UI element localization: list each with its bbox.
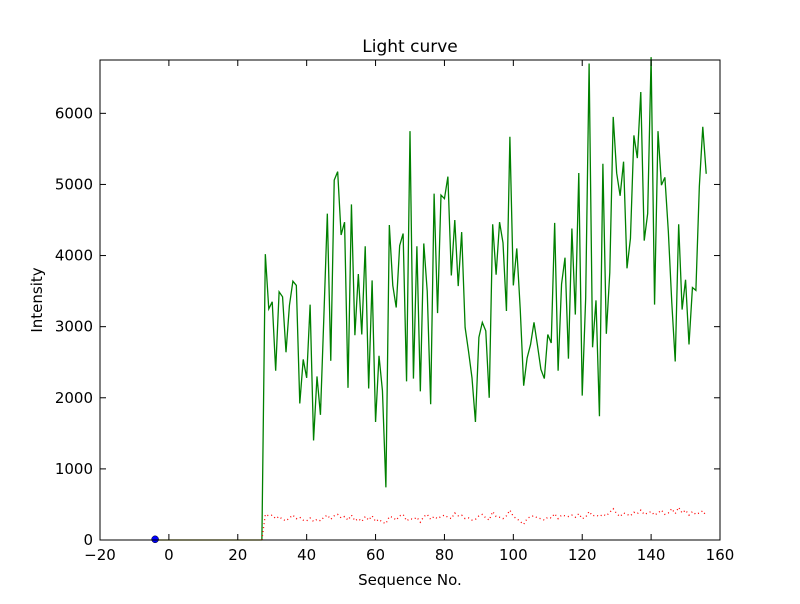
series-line-2 — [261, 505, 707, 541]
x-tick-label: 120 — [568, 546, 597, 564]
plot-frame — [99, 59, 721, 541]
y-tick-label: 1000 — [55, 460, 93, 478]
x-tick-label: 100 — [499, 546, 528, 564]
x-tick-label: 160 — [706, 546, 735, 564]
y-tick-label: 2000 — [55, 389, 93, 407]
x-axis-label: Sequence No. — [358, 571, 462, 589]
y-tick-label: 5000 — [55, 175, 93, 193]
x-tick-label: 80 — [435, 546, 454, 564]
y-tick-label: 3000 — [55, 318, 93, 336]
chart-title: Light curve — [362, 37, 457, 57]
x-tick-label: 0 — [164, 546, 174, 564]
x-tick-label: 140 — [637, 546, 666, 564]
x-tick-label: 20 — [228, 546, 247, 564]
series-layer — [151, 57, 707, 544]
data-point-marker-1 — [151, 535, 159, 544]
y-tick-label: 4000 — [55, 247, 93, 265]
x-tick-label: −20 — [84, 546, 116, 564]
series-line-1 — [261, 57, 707, 541]
x-tick-label: 40 — [297, 546, 316, 564]
y-tick-label: 0 — [83, 531, 93, 549]
x-tick-label: 60 — [366, 546, 385, 564]
y-axis-label: Intensity — [28, 267, 46, 332]
ticks-layer: −20 0 20 40 60 80 100 120 140 1600100020003000400… — [55, 60, 735, 564]
y-tick-label: 6000 — [55, 104, 93, 122]
